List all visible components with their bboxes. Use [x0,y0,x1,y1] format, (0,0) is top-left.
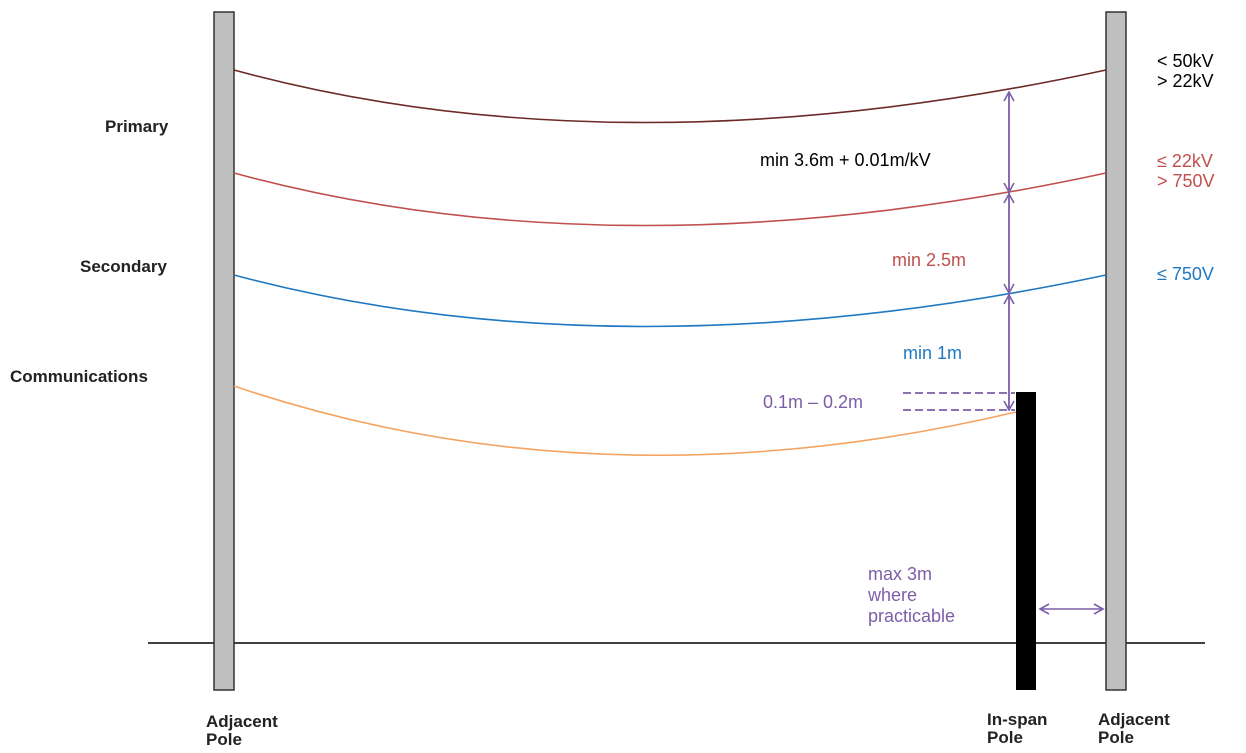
arrowhead-comms-bottom [1003,400,1015,412]
arrowhead-distance-right [1093,603,1105,615]
voltage-low: ≤ 750V [1157,264,1214,284]
arrowhead-primary-top [1003,90,1015,102]
arrowhead-secondary-top [1003,192,1015,204]
secondary-clearance-label: min 2.5m [892,250,967,270]
pole-distance-line1: max 3m [868,564,933,584]
voltage-top-line2: > 22kV [1157,71,1214,91]
voltage-mid-line1: ≤ 22kV [1157,151,1213,171]
arrowhead-secondary-bottom [1003,283,1015,295]
right-pole-label-line1: Adjacent [1098,710,1170,729]
arrowhead-comms-top [1003,293,1015,305]
left-adjacent-pole [213,11,235,691]
in-span-pole [1016,392,1036,690]
pole-distance-line3: practicable [868,606,956,626]
pole-distance-label: max 3m where practicable [868,564,955,627]
inspan-pole-label-line1: In-span [987,710,1048,729]
communications-clearance-label: min 1m [903,343,963,363]
inspan-pole-label: In-span Pole [987,711,1047,747]
communications-conductor [233,385,1017,457]
right-pole-label-line2: Pole [1098,728,1134,747]
left-pole-label: Adjacent Pole [206,713,278,749]
secondary-hv-conductor [233,172,1107,227]
right-adjacent-pole [1105,11,1127,691]
secondary-lv-conductor [233,274,1107,328]
primary-label: Primary [105,117,169,136]
pole-distance-line2: where [868,585,918,605]
primary-conductor [233,69,1107,124]
inspan-pole-label-line2: Pole [987,728,1023,747]
communications-label: Communications [10,367,148,386]
arrowhead-distance-left [1038,603,1050,615]
right-pole-label: Adjacent Pole [1098,711,1170,747]
left-pole-label-line2: Pole [206,730,242,749]
arrowhead-primary-bottom [1003,182,1015,194]
voltage-top-line1: < 50kV [1157,51,1214,71]
primary-clearance-label: min 3.6m + 0.01m/kV [760,150,931,170]
inspan-gap-label: 0.1m – 0.2m [763,392,864,412]
voltage-mid-line2: > 750V [1157,171,1215,191]
left-pole-label-line1: Adjacent [206,712,278,731]
secondary-label: Secondary [80,257,167,276]
